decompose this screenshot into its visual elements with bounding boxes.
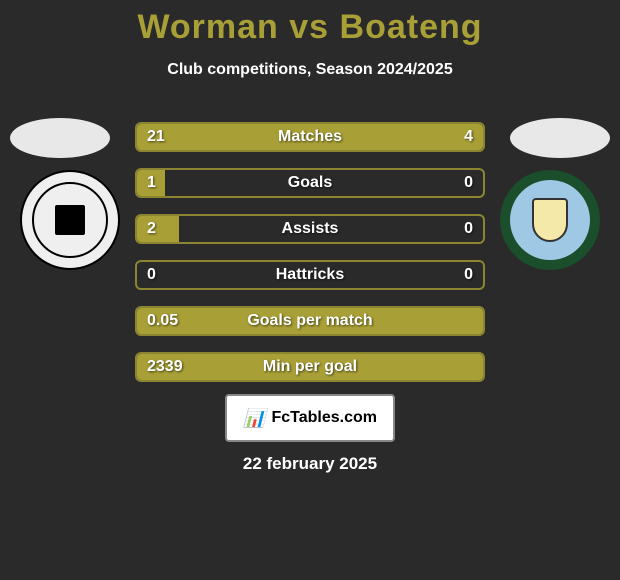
source-logo: 📊 FcTables.com (225, 394, 395, 442)
stat-label: Assists (137, 216, 483, 242)
player-avatar-right (510, 118, 610, 158)
stat-value-left: 0.05 (147, 308, 178, 334)
club-crest-left (20, 170, 120, 270)
date-label: 22 february 2025 (0, 454, 620, 474)
stat-row: Min per goal2339 (135, 352, 485, 382)
page-title: Worman vs Boateng (0, 0, 620, 47)
stat-row: Goals per match0.05 (135, 306, 485, 336)
stat-value-left: 0 (147, 262, 156, 288)
stat-value-right: 0 (464, 216, 473, 242)
club-crest-right (500, 170, 600, 270)
stat-row: Matches21 4 (135, 122, 485, 152)
stat-row: Hattricks0 0 (135, 260, 485, 290)
player-avatar-left (10, 118, 110, 158)
stat-label: Matches (137, 124, 483, 150)
stat-row: Goals1 0 (135, 168, 485, 198)
shield-icon (532, 198, 568, 242)
stat-label: Goals per match (137, 308, 483, 334)
stat-row: Assists2 0 (135, 214, 485, 244)
subtitle: Club competitions, Season 2024/2025 (0, 61, 620, 79)
stat-value-left: 2 (147, 216, 156, 242)
stat-label: Goals (137, 170, 483, 196)
stats-bars: Matches214Goals10Assists20Hattricks00Goa… (135, 122, 485, 398)
stat-value-left: 2339 (147, 354, 183, 380)
stat-value-left: 21 (147, 124, 165, 150)
stat-value-right: 4 (464, 124, 473, 150)
stat-value-right: 0 (464, 262, 473, 288)
stat-value-left: 1 (147, 170, 156, 196)
stat-label: Hattricks (137, 262, 483, 288)
crest-left-inner (32, 182, 108, 258)
logo-text: FcTables.com (271, 409, 377, 427)
stat-label: Min per goal (137, 354, 483, 380)
chart-icon: 📊 (243, 408, 265, 429)
crest-figure-icon (55, 205, 85, 235)
crest-right-inner (510, 180, 590, 260)
stat-value-right: 0 (464, 170, 473, 196)
